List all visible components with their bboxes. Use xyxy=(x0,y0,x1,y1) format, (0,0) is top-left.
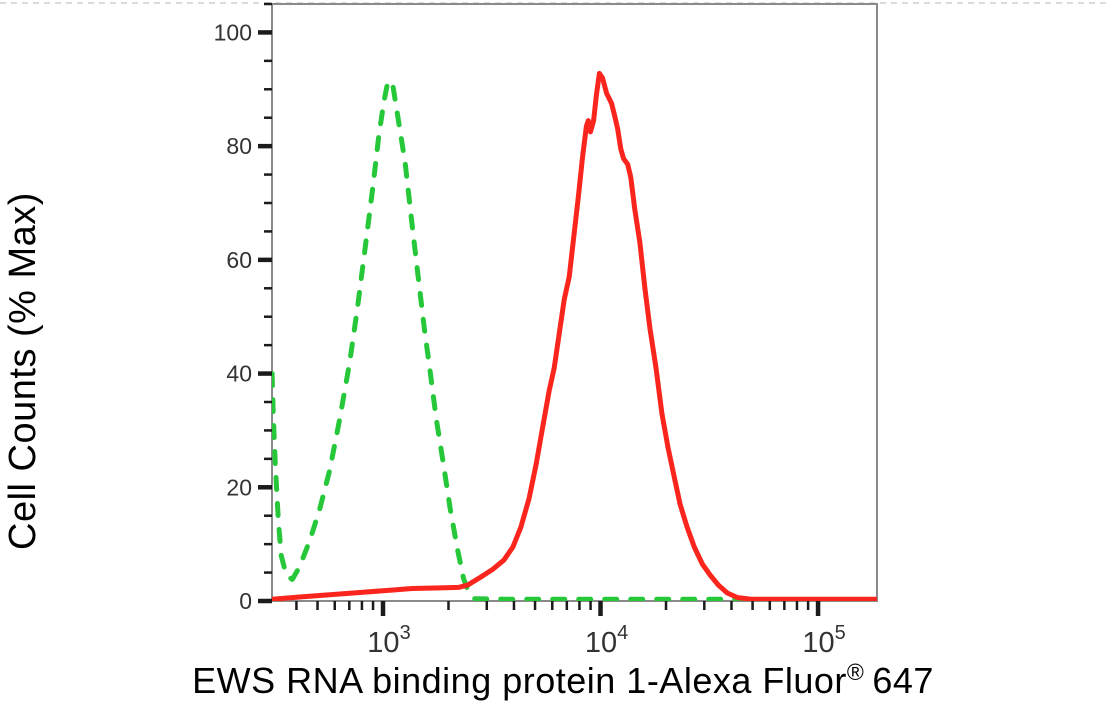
y-tick-label: 40 xyxy=(226,361,252,387)
registered-trademark-icon: ® xyxy=(846,659,865,685)
x-tick-label: 105 xyxy=(802,622,845,659)
red-solid-histogram xyxy=(272,70,877,601)
x-axis-label-text: EWS RNA binding protein 1-Alexa Fluor xyxy=(192,660,847,701)
y-tick-label: 80 xyxy=(226,133,252,159)
green-dashed-histogram xyxy=(272,78,762,601)
x-tick-label: 104 xyxy=(585,622,628,659)
y-tick-label: 20 xyxy=(226,474,252,500)
y-tick-label: 100 xyxy=(214,19,252,45)
plot-border xyxy=(271,3,878,602)
x-axis-label-suffix: 647 xyxy=(872,660,934,701)
x-axis-label: EWS RNA binding protein 1-Alexa Fluor® 64… xyxy=(192,660,934,702)
y-tick-label: 60 xyxy=(226,247,252,273)
y-axis-label: Cell Counts (% Max) xyxy=(2,192,44,550)
y-tick-label: 0 xyxy=(239,588,252,614)
x-tick-label: 103 xyxy=(367,622,410,659)
